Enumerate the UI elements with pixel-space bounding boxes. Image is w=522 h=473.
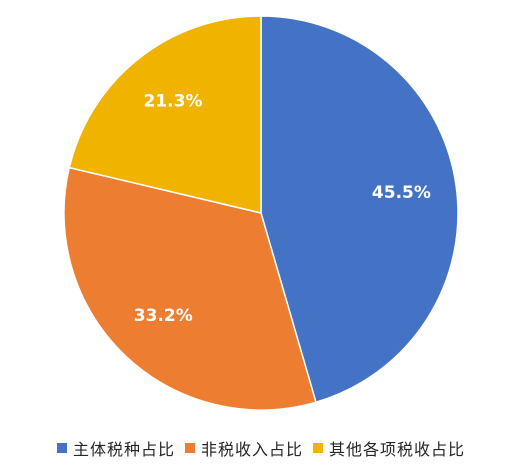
data-label-main-tax: 45.5%	[372, 183, 431, 203]
legend: 主体税种占比 非税收入占比 其他各项税收占比	[0, 436, 522, 460]
pie-slice-main-tax	[260, 15, 459, 404]
pie-data-labels: 45.5% 33.2% 21.3%	[134, 92, 431, 326]
legend-item-other-tax: 其他各项税收占比	[313, 436, 465, 460]
pie-slices	[63, 15, 459, 411]
legend-item-non-tax: 非税收入占比	[184, 436, 303, 460]
legend-label-other-tax: 其他各项税收占比	[329, 440, 466, 459]
data-label-other-tax: 21.3%	[144, 92, 203, 112]
data-label-non-tax: 33.2%	[134, 306, 193, 326]
legend-label-main-tax: 主体税种占比	[72, 440, 175, 459]
legend-swatch-non-tax	[184, 443, 195, 453]
legend-swatch-other-tax	[313, 443, 323, 453]
pie-slice-other-tax	[68, 15, 262, 214]
legend-item-main-tax: 主体税种占比	[56, 436, 175, 460]
legend-swatch-main-tax	[56, 443, 67, 453]
legend-label-non-tax: 非税收入占比	[200, 440, 303, 459]
pie-slice-non-tax	[63, 166, 317, 411]
